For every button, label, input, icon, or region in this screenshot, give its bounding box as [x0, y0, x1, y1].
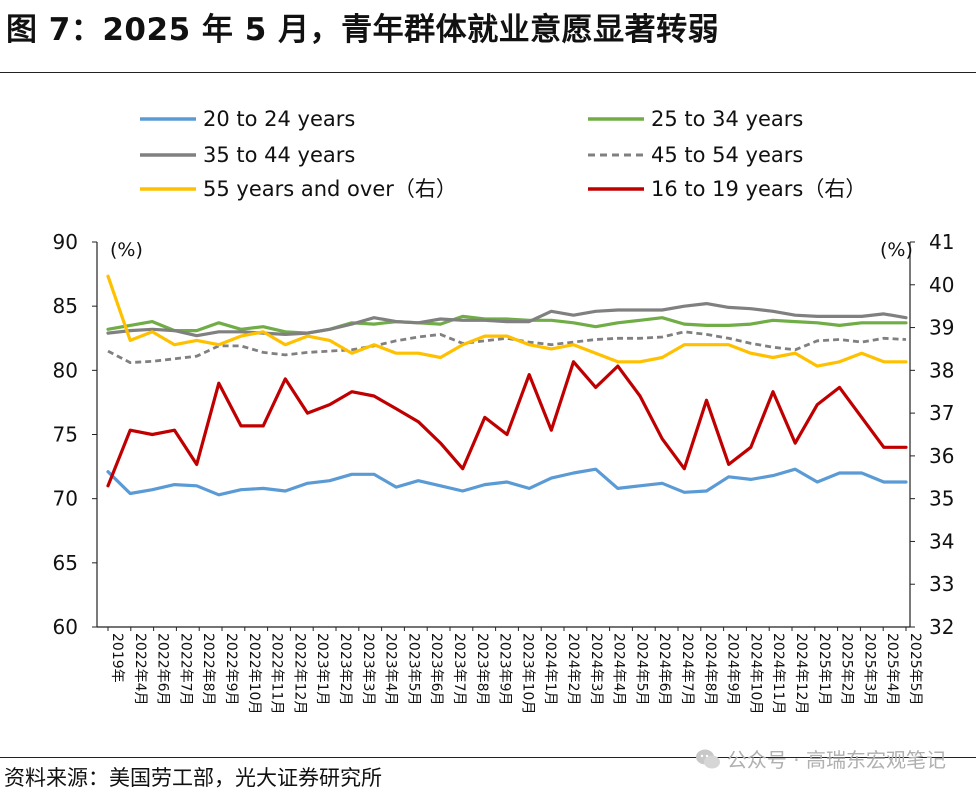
x-tick-label: 2023年2月 [337, 633, 353, 706]
x-tick-label: 2024年4月 [611, 633, 627, 706]
x-tick-label: 2022年4月 [132, 633, 148, 706]
title-divider [0, 72, 976, 73]
series-line [106, 274, 908, 368]
right-tick-label: 35 [929, 487, 954, 511]
x-tick-label: 2025年5月 [907, 633, 923, 706]
x-tick-label: 2023年9月 [497, 633, 513, 706]
x-tick-label: 2022年6月 [155, 633, 171, 706]
x-tick-label: 2022年12月 [291, 633, 307, 714]
legend-label: 20 to 24 years [203, 107, 355, 131]
x-tick-label: 2022年8月 [200, 633, 216, 706]
x-tick-label: 2024年9月 [725, 633, 741, 706]
x-tick-label: 2023年4月 [383, 633, 399, 706]
right-tick-label: 41 [929, 230, 954, 254]
x-tick-label: 2023年5月 [405, 633, 421, 706]
watermark-text: 公众号 · 高瑞东宏观笔记 [726, 748, 946, 772]
right-tick-label: 33 [929, 572, 954, 596]
right-tick-label: 36 [929, 444, 954, 468]
x-tick-label: 2024年1月 [542, 633, 558, 706]
x-tick-label: 2023年3月 [360, 633, 376, 706]
right-tick-label: 34 [929, 529, 954, 553]
x-tick-label: 2023年7月 [451, 633, 467, 706]
watermark: 公众号 · 高瑞东宏观笔记 [695, 744, 946, 773]
left-tick-label: 60 [53, 615, 78, 639]
legend-label: 55 years and over（右） [203, 177, 457, 201]
legend: 20 to 24 years 25 to 34 years 35 to 44 yea… [140, 107, 866, 201]
right-unit-label: (%) [880, 239, 913, 261]
x-tick-label: 2023年10月 [519, 633, 535, 714]
x-tick-label: 2022年9月 [223, 633, 239, 706]
x-tick-label: 2024年10月 [747, 633, 763, 714]
right-tick-label: 32 [929, 615, 954, 639]
x-tick-label: 2025年2月 [839, 633, 855, 706]
source-note: 资料来源：美国劳工部，光大证券研究所 [4, 766, 382, 790]
series-line [106, 467, 908, 497]
axes: 60 65 70 75 80 85 90 32 33 34 35 36 37 38 39 40 41 (%) (%)… [53, 230, 955, 714]
chart-title: 图 7：2025 年 5 月，青年群体就业意愿显著转弱 [6, 12, 720, 48]
x-tick-label: 2024年6月 [656, 633, 672, 706]
right-tick-label: 38 [929, 358, 954, 382]
x-tick-label: 2023年1月 [314, 633, 330, 706]
x-tick-label: 2022年10月 [246, 633, 262, 714]
left-tick-label: 80 [53, 358, 78, 382]
left-tick-label: 75 [53, 423, 78, 447]
x-tick-label: 2023年8月 [474, 633, 490, 706]
series-line [106, 314, 908, 335]
series-lines [106, 274, 908, 497]
left-tick-label: 85 [53, 294, 78, 318]
left-tick-label: 90 [53, 230, 78, 254]
legend-label: 35 to 44 years [203, 143, 355, 167]
x-tick-label: 2023年6月 [428, 633, 444, 706]
x-tick-label: 2022年11月 [269, 633, 285, 714]
x-tick-label: 2024年12月 [793, 633, 809, 714]
left-tick-label: 65 [53, 551, 78, 575]
footer-divider [0, 757, 976, 758]
x-tick-label: 2024年8月 [702, 633, 718, 706]
wechat-icon [695, 749, 720, 768]
x-tick-label: 2019年 [109, 633, 125, 683]
x-tick-label: 2024年3月 [588, 633, 604, 706]
legend-label: 45 to 54 years [651, 143, 803, 167]
x-tick-label: 2024年2月 [565, 633, 581, 706]
x-tick-label: 2025年1月 [816, 633, 832, 706]
x-tick-label: 2022年7月 [177, 633, 193, 706]
left-tick-label: 70 [53, 487, 78, 511]
series-line [106, 360, 908, 488]
right-tick-label: 37 [929, 401, 954, 425]
x-tick-label: 2024年7月 [679, 633, 695, 706]
right-tick-label: 40 [929, 273, 954, 297]
legend-label: 16 to 19 years（右） [651, 177, 866, 201]
left-unit-label: (%) [110, 239, 143, 261]
legend-label: 25 to 34 years [651, 107, 803, 131]
x-tick-label: 2024年11月 [770, 633, 786, 714]
x-tick-label: 2025年3月 [861, 633, 877, 706]
x-tick-label: 2024年5月 [633, 633, 649, 706]
right-tick-label: 39 [929, 316, 954, 340]
series-line [106, 302, 908, 338]
x-tick-label: 2025年4月 [884, 633, 900, 706]
